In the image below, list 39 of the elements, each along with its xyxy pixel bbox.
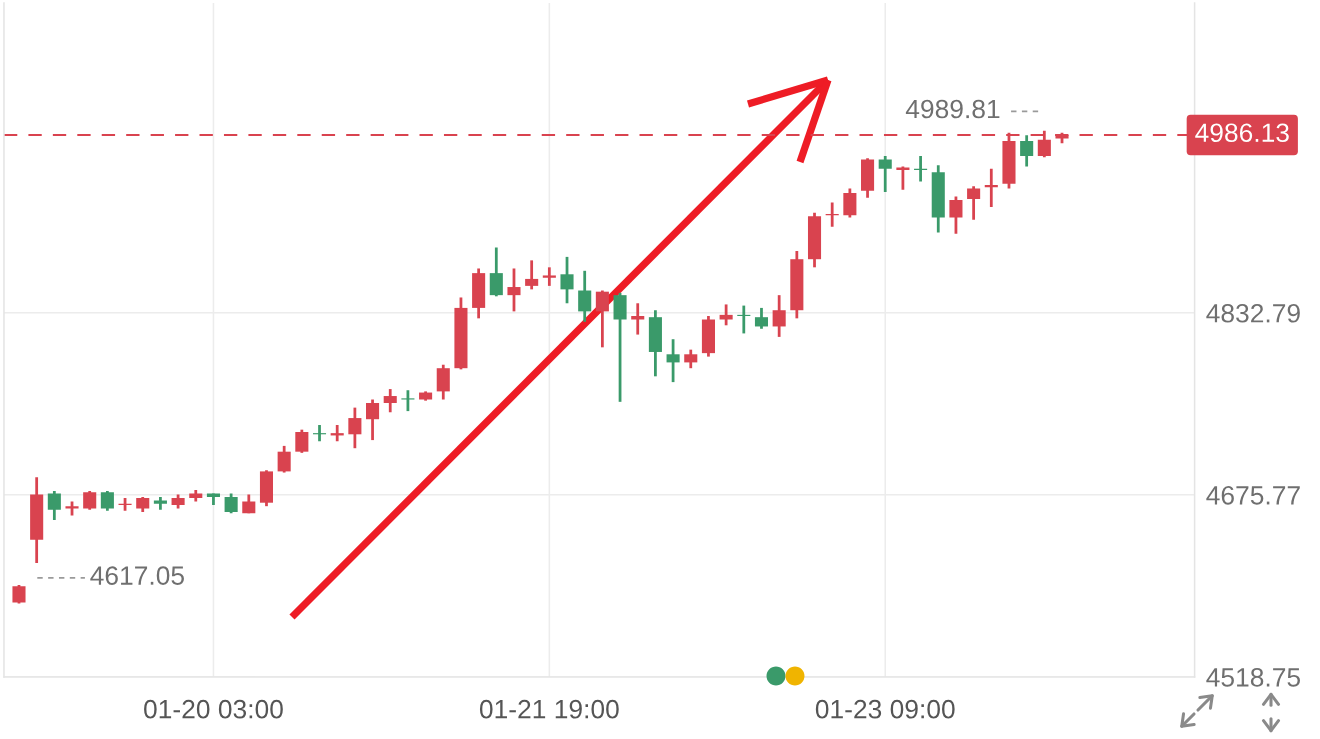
candlestick (224, 492, 238, 515)
candlestick (525, 258, 539, 291)
y-tick-label: 4832.79 (1206, 303, 1300, 323)
ref-line-label: 4986.13 (1195, 123, 1289, 143)
candlestick (100, 489, 114, 513)
candlestick (666, 337, 680, 384)
candlestick (507, 267, 521, 313)
candlestick (684, 348, 698, 370)
candlestick (949, 195, 963, 236)
candlestick (560, 255, 574, 305)
annotation: 4989.81 (905, 99, 1000, 119)
candlestick (489, 246, 503, 298)
candlestick (967, 184, 981, 222)
candlestick (542, 265, 556, 288)
candlestick (295, 428, 309, 455)
candlestick (436, 363, 450, 401)
candlestick (12, 583, 26, 605)
y-tick-label: 4675.77 (1206, 485, 1300, 505)
x-tick-label: 01-21 19:00 (479, 699, 619, 719)
candlestick (578, 269, 592, 324)
candlestick (1020, 133, 1034, 168)
candlestick (843, 187, 857, 219)
candlestick (719, 303, 733, 327)
y-tick-label: 4518.75 (1206, 668, 1300, 687)
candlestick (277, 444, 291, 474)
candlestick (754, 306, 769, 331)
candlestick (366, 398, 380, 442)
annotation: 4617.05 (90, 566, 184, 585)
candlestick (772, 293, 786, 339)
candlestick (83, 489, 97, 512)
candlestick (595, 289, 609, 349)
candlestick (348, 406, 362, 450)
candlestick (401, 388, 415, 413)
candlestick (47, 489, 61, 522)
x-tick-label: 01-20 03:00 (144, 699, 283, 719)
candlestick (878, 154, 892, 194)
candlestick (631, 301, 645, 336)
candlestick (383, 387, 397, 414)
x-tick-label: 01-23 09:00 (815, 699, 955, 719)
